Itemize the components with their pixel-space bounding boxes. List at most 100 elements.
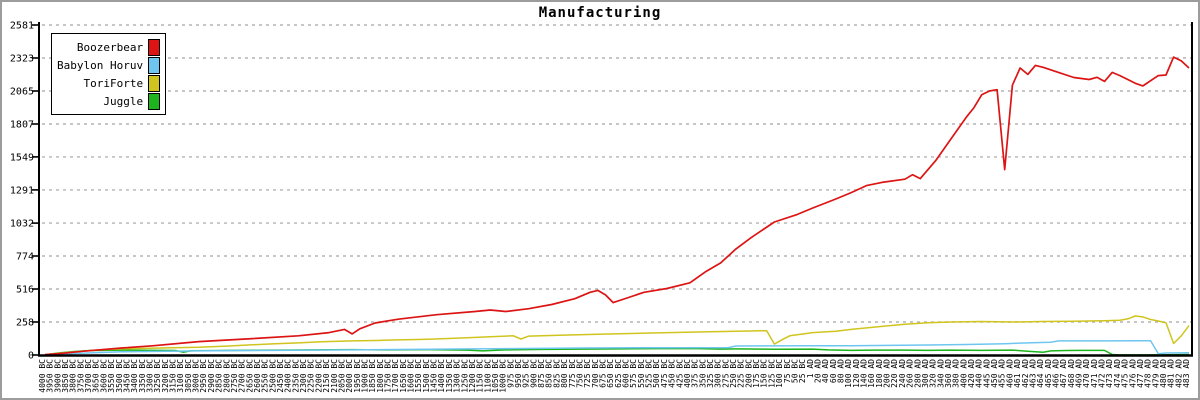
x-tick-label: 474 AD	[1113, 359, 1122, 388]
x-tick-label: 120 AD	[852, 359, 861, 388]
y-tick-label: 2065	[10, 87, 34, 98]
x-tick-label: 650 BC	[606, 359, 615, 388]
x-tick-label: 3250 BC	[153, 359, 162, 393]
x-tick-label: 3200 BC	[161, 359, 170, 393]
x-tick-label: 220 AD	[890, 359, 899, 388]
x-tick-label: 100 BC	[775, 359, 784, 388]
x-tick-label: 1400 BC	[437, 359, 446, 393]
x-tick-label: 476 AD	[1128, 359, 1137, 388]
x-tick-label: 420 AD	[967, 359, 976, 388]
x-tick-label: 455 AD	[998, 359, 1007, 388]
x-tick-label: 325 BC	[706, 359, 715, 388]
x-tick-label: 3350 BC	[138, 359, 147, 393]
x-tick-label: 500 BC	[652, 359, 661, 388]
x-tick-label: 1550 BC	[414, 359, 423, 393]
x-tick-label: 1150 BC	[476, 359, 485, 393]
x-tick-label: 3650 BC	[92, 359, 101, 393]
x-tick-label: 466 AD	[1052, 359, 1061, 388]
series-line-toriforte	[44, 315, 1190, 356]
x-tick-label: 2600 BC	[253, 359, 262, 393]
x-tick-label: 2500 BC	[268, 359, 277, 393]
x-tick-label: 60 AD	[829, 359, 838, 383]
legend-label: Babylon Horuv	[57, 58, 144, 72]
x-tick-label: 1650 BC	[399, 359, 408, 393]
x-tick-label: 2300 BC	[299, 359, 308, 393]
x-tick-label: 3050 BC	[184, 359, 193, 393]
x-tick-label: 1250 BC	[460, 359, 469, 393]
legend-item-toriforte: ToriForte	[57, 74, 161, 92]
legend-swatch	[148, 92, 161, 110]
y-tick-label: 0	[28, 351, 34, 362]
x-tick-label: 300 BC	[714, 359, 723, 388]
x-tick-label: 75 BC	[783, 359, 792, 383]
x-tick-label: 400 BC	[683, 359, 692, 388]
x-tick-label: 700 BC	[591, 359, 600, 388]
x-tick-label: 925 BC	[522, 359, 531, 388]
x-tick-label: 3500 BC	[115, 359, 124, 393]
x-tick-label: 1050 BC	[491, 359, 500, 393]
x-tick-label: 40 AD	[821, 359, 830, 383]
legend-item-babylon-horuv: Babylon Horuv	[57, 56, 161, 74]
legend: Boozerbear Babylon Horuv ToriForte Juggle	[51, 33, 167, 115]
legend-label: Juggle	[103, 94, 144, 108]
x-tick-label: 3900 BC	[53, 359, 62, 393]
x-tick-label: 481 AD	[1167, 359, 1176, 388]
y-tick-label: 1549	[10, 152, 34, 163]
x-tick-label: 3550 BC	[107, 359, 116, 393]
x-tick-label: 4000 BC	[38, 359, 47, 393]
x-tick-label: 625 BC	[614, 359, 623, 388]
x-tick-label: 280 AD	[913, 359, 922, 388]
x-tick-label: 2550 BC	[261, 359, 270, 393]
x-tick-label: 160 AD	[867, 359, 876, 388]
x-tick-label: 470 AD	[1082, 359, 1091, 388]
x-tick-label: 475 AD	[1121, 359, 1130, 388]
x-tick-label: 467 AD	[1059, 359, 1068, 388]
x-tick-label: 2000 BC	[345, 359, 354, 393]
x-tick-label: 1750 BC	[384, 359, 393, 393]
x-tick-label: 750 BC	[575, 359, 584, 388]
x-tick-label: 300 AD	[921, 359, 930, 388]
x-tick-label: 800 BC	[560, 359, 569, 388]
series-line-juggle	[44, 347, 1190, 356]
x-tick-label: 575 BC	[629, 359, 638, 388]
x-tick-label: 1600 BC	[407, 359, 416, 393]
x-tick-label: 175 BC	[752, 359, 761, 388]
x-tick-label: 450 AD	[990, 359, 999, 388]
x-tick-label: 125 BC	[767, 359, 776, 388]
y-tick-label: 258	[16, 318, 34, 329]
x-tick-label: 250 BC	[729, 359, 738, 388]
x-tick-label: 240 AD	[898, 359, 907, 388]
x-tick-label: 473 AD	[1105, 359, 1114, 388]
x-tick-label: 475 BC	[660, 359, 669, 388]
x-tick-label: 25 BC	[798, 359, 807, 383]
x-tick-label: 3800 BC	[69, 359, 78, 393]
x-tick-label: 400 AD	[959, 359, 968, 388]
x-tick-label: 2400 BC	[284, 359, 293, 393]
x-tick-label: 200 AD	[883, 359, 892, 388]
x-tick-label: 525 BC	[645, 359, 654, 388]
x-tick-label: 479 AD	[1151, 359, 1160, 388]
x-tick-label: 465 AD	[1044, 359, 1053, 388]
x-tick-label: 20 AD	[814, 359, 823, 383]
x-tick-label: 2750 BC	[230, 359, 239, 393]
x-tick-label: 825 BC	[552, 359, 561, 388]
x-tick-label: 478 AD	[1144, 359, 1153, 388]
legend-swatch	[148, 38, 161, 56]
x-tick-label: 3100 BC	[176, 359, 185, 393]
chart-title: Manufacturing	[538, 5, 662, 21]
x-tick-label: 425 BC	[675, 359, 684, 388]
x-tick-label: 461 AD	[1013, 359, 1022, 388]
x-tick-label: 2700 BC	[238, 359, 247, 393]
x-tick-label: 1100 BC	[483, 359, 492, 393]
x-tick-label: 464 AD	[1036, 359, 1045, 388]
x-tick-label: 1000 BC	[499, 359, 508, 393]
x-tick-label: 200 BC	[744, 359, 753, 388]
x-tick-label: 3850 BC	[61, 359, 70, 393]
x-tick-label: 1500 BC	[422, 359, 431, 393]
x-tick-label: 460 AD	[1005, 359, 1014, 388]
x-tick-label: 472 AD	[1098, 359, 1107, 388]
x-tick-label: 360 AD	[944, 359, 953, 388]
x-tick-label: 275 BC	[721, 359, 730, 388]
legend-item-boozerbear: Boozerbear	[57, 38, 161, 56]
